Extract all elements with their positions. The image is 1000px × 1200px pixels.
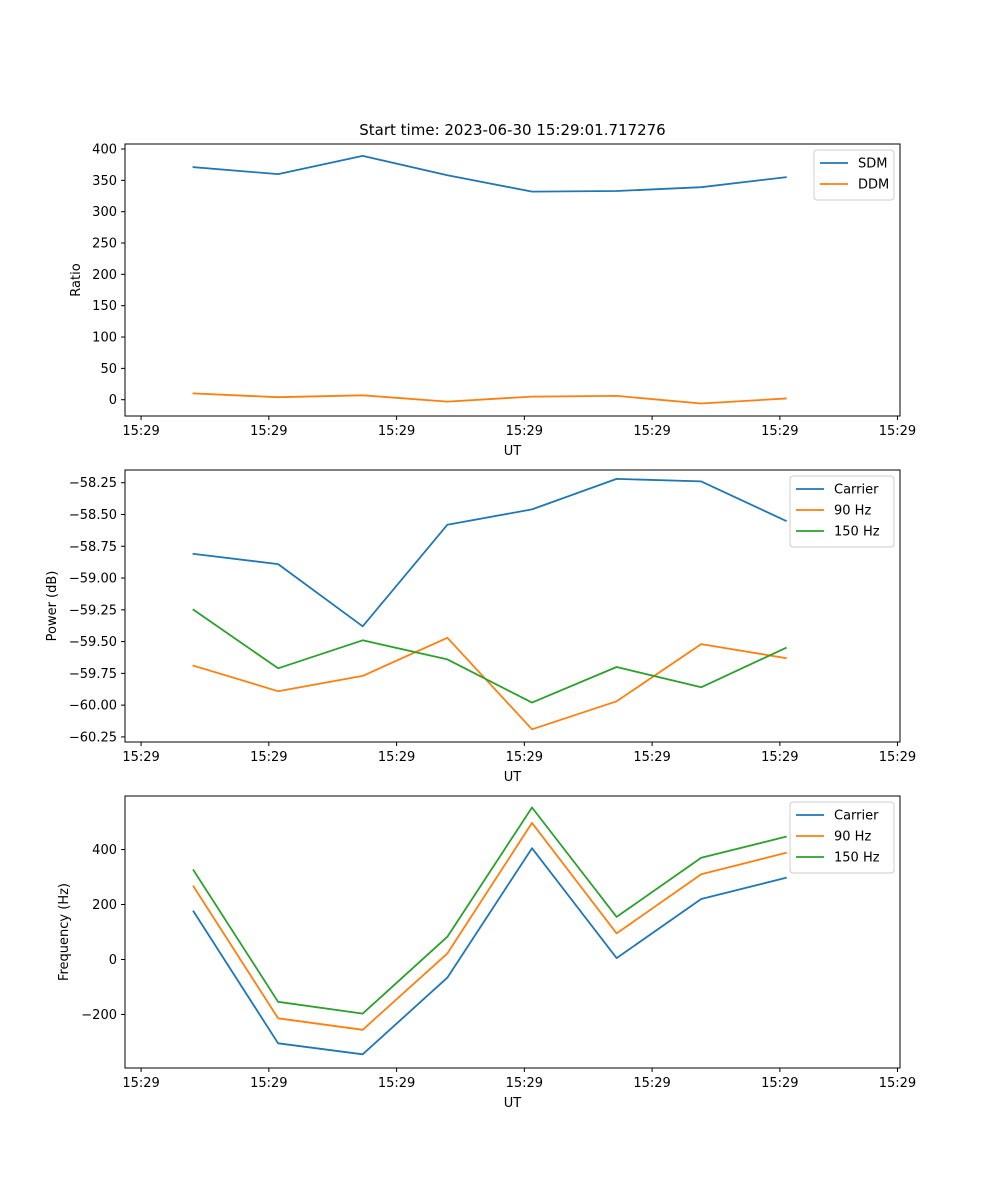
- x-tick-label: 15:29: [122, 750, 159, 765]
- legend: SDM DDM: [813, 149, 895, 201]
- y-axis-label: Power (dB): [45, 571, 60, 642]
- y-tick-label: 200: [92, 898, 117, 913]
- x-tick-label: 15:29: [250, 1076, 287, 1091]
- legend-entry-label: 150 Hz: [834, 525, 880, 540]
- series-line-ddm: [192, 392, 787, 405]
- x-tick-label: 15:29: [761, 424, 798, 439]
- y-tick-label: −58.50: [69, 508, 117, 523]
- legend-entry-label: Carrier: [834, 483, 879, 498]
- legend-entry-label: 90 Hz: [834, 504, 871, 519]
- legend: Carrier 90 Hz 150 Hz: [789, 475, 895, 548]
- x-tick-label: 15:29: [633, 750, 670, 765]
- x-tick-label: 15:29: [122, 1076, 159, 1091]
- x-tick-label: 15:29: [633, 1076, 670, 1091]
- series-line-150-hz: [192, 608, 787, 704]
- y-tick-label: 300: [92, 205, 117, 220]
- x-axis-label: UT: [504, 1096, 522, 1111]
- y-tick-label: −60.25: [69, 730, 117, 745]
- y-tick-label: 0: [109, 393, 117, 408]
- y-tick-label: −59.00: [69, 572, 117, 587]
- subplot-3: 15:29 15:29 15:29 15:29 15:29 15:29 15:29 −200 0…: [57, 795, 916, 1111]
- x-tick-label: 15:29: [506, 750, 543, 765]
- x-tick-label: 15:29: [378, 1076, 415, 1091]
- legend-entry-label: 90 Hz: [834, 830, 871, 845]
- legend-box: [789, 801, 895, 874]
- series-line-90-hz: [192, 822, 787, 1031]
- legend-entry-label: Carrier: [834, 809, 879, 824]
- x-tick-label: 15:29: [378, 750, 415, 765]
- y-tick-label: −58.75: [69, 540, 117, 555]
- y-tick-label: 400: [92, 843, 117, 858]
- series-line-150-hz: [192, 806, 787, 1015]
- x-tick-label: 15:29: [250, 424, 287, 439]
- legend-entry-label: DDM: [858, 178, 889, 193]
- y-tick-label: −60.00: [69, 699, 117, 714]
- x-tick-label: 15:29: [879, 750, 916, 765]
- series-line-90-hz: [192, 636, 787, 731]
- x-tick-label: 15:29: [250, 750, 287, 765]
- axes-frame: [124, 143, 901, 417]
- legend-entry-label: 150 Hz: [834, 851, 880, 866]
- y-tick-label: 400: [92, 143, 117, 158]
- legend-box: [789, 475, 895, 548]
- axes-frame: [124, 469, 901, 743]
- y-tick-label: −200: [81, 1008, 117, 1023]
- axes-frame: [124, 795, 901, 1069]
- x-tick-label: 15:29: [879, 1076, 916, 1091]
- x-tick-label: 15:29: [633, 424, 670, 439]
- y-tick-label: −59.75: [69, 667, 117, 682]
- y-tick-label: 250: [92, 237, 117, 252]
- y-tick-label: 50: [100, 362, 117, 377]
- series-line-sdm: [192, 154, 787, 193]
- x-tick-label: 15:29: [378, 424, 415, 439]
- x-tick-label: 15:29: [122, 424, 159, 439]
- subplot-2: 15:29 15:29 15:29 15:29 15:29 15:29 15:29 −60.2…: [45, 469, 916, 785]
- legend: Carrier 90 Hz 150 Hz: [789, 801, 895, 874]
- chart-title: Start time: 2023-06-30 15:29:01.717276: [359, 121, 665, 139]
- y-tick-label: −58.25: [69, 476, 117, 491]
- x-tick-label: 15:29: [761, 1076, 798, 1091]
- series-line-carrier: [192, 477, 787, 628]
- y-tick-label: −59.25: [69, 603, 117, 618]
- y-tick-label: 0: [109, 953, 117, 968]
- y-tick-label: 100: [92, 331, 117, 346]
- y-tick-label: −59.50: [69, 635, 117, 650]
- y-tick-label: 350: [92, 174, 117, 189]
- x-tick-label: 15:29: [506, 1076, 543, 1091]
- y-axis-label: Ratio: [69, 263, 84, 296]
- y-axis-label: Frequency (Hz): [57, 883, 72, 981]
- x-tick-label: 15:29: [506, 424, 543, 439]
- x-axis-label: UT: [504, 444, 522, 459]
- y-tick-label: 150: [92, 299, 117, 314]
- legend-entry-label: SDM: [858, 157, 887, 172]
- x-axis-label: UT: [504, 770, 522, 785]
- subplot-1: Start time: 2023-06-30 15:29:01.717276 15…: [69, 121, 916, 459]
- series-line-carrier: [192, 847, 787, 1056]
- x-tick-label: 15:29: [879, 424, 916, 439]
- x-tick-label: 15:29: [761, 750, 798, 765]
- y-tick-label: 200: [92, 268, 117, 283]
